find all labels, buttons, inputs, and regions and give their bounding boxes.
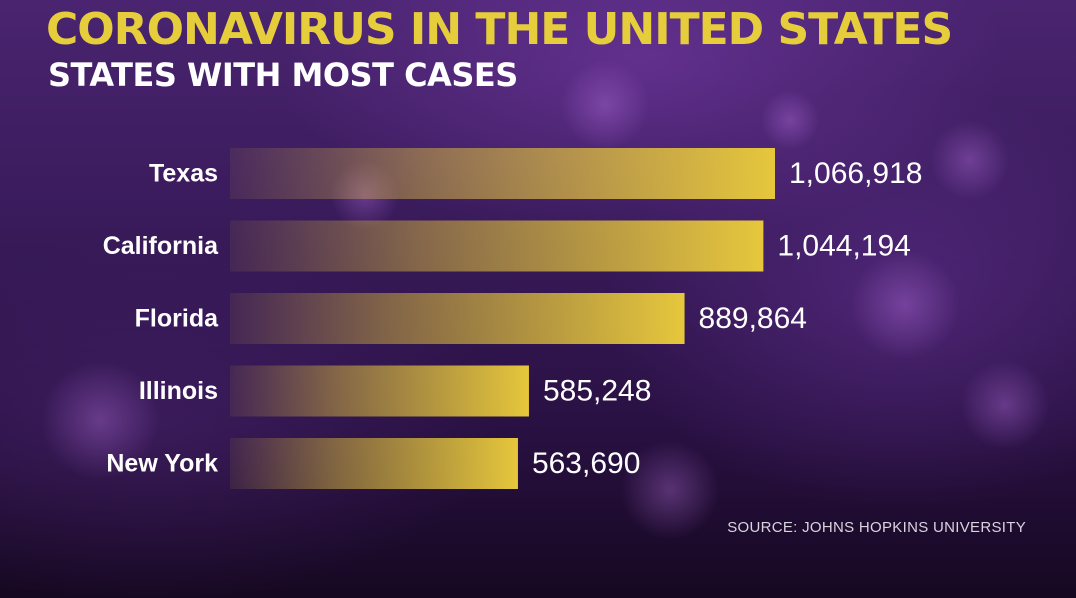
- value-label-illinois: 585,248: [543, 375, 651, 408]
- bar-illinois: [230, 365, 529, 417]
- bar-california: [230, 220, 764, 272]
- value-label-florida: 889,864: [699, 302, 807, 335]
- value-label-california: 1,044,194: [777, 230, 910, 263]
- chart-title: CORONAVIRUS IN THE UNITED STATES: [46, 4, 953, 55]
- source-note: SOURCE: JOHNS HOPKINS UNIVERSITY: [727, 519, 1026, 536]
- category-label-texas: Texas: [149, 160, 218, 188]
- bar-texas: [230, 148, 775, 199]
- category-label-florida: Florida: [135, 305, 219, 333]
- category-label-illinois: Illinois: [139, 377, 218, 405]
- value-label-new-york: 563,690: [532, 447, 640, 480]
- bar-florida: [230, 293, 685, 344]
- value-label-texas: 1,066,918: [789, 157, 922, 190]
- chart-subtitle: STATES WITH MOST CASES: [48, 56, 518, 94]
- category-label-california: California: [103, 232, 219, 260]
- category-label-new-york: New York: [106, 450, 218, 478]
- bar-new-york: [230, 438, 518, 489]
